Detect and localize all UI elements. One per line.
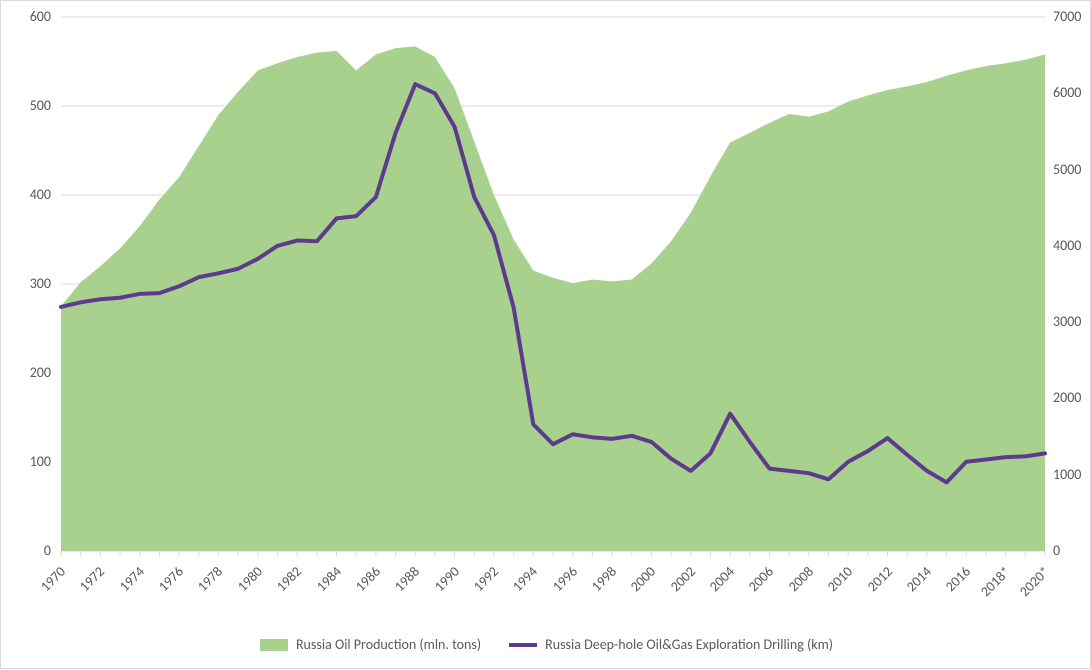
y-left-label: 0: [44, 542, 51, 559]
y-right-label: 4000: [1053, 237, 1081, 254]
y-left-label: 400: [30, 186, 51, 203]
area-series: [61, 46, 1045, 551]
y-right-label: 5000: [1053, 161, 1081, 178]
legend-item: Russia Oil Production (mln. tons): [260, 636, 481, 653]
y-right-label: 0: [1053, 542, 1060, 559]
legend-item: Russia Deep-hole Oil&Gas Exploration Dri…: [509, 636, 833, 653]
y-left-label: 100: [30, 453, 51, 470]
legend-label: Russia Oil Production (mln. tons): [296, 636, 481, 653]
legend: Russia Oil Production (mln. tons) Russia …: [1, 636, 1091, 653]
y-right-label: 6000: [1053, 84, 1081, 101]
y-right-label: 7000: [1053, 8, 1081, 25]
y-right-label: 3000: [1053, 313, 1081, 330]
y-right-label: 1000: [1053, 466, 1081, 483]
y-left-label: 300: [30, 275, 51, 292]
legend-label: Russia Deep-hole Oil&Gas Exploration Dri…: [545, 636, 833, 653]
y-left-label: 200: [30, 364, 51, 381]
y-left-label: 600: [30, 8, 51, 25]
chart-frame: 0100200300400500600010002000300040005000…: [0, 0, 1091, 669]
legend-swatch-line: [509, 643, 537, 647]
y-left-label: 500: [30, 97, 51, 114]
y-right-label: 2000: [1053, 389, 1081, 406]
legend-swatch-area: [260, 639, 288, 651]
